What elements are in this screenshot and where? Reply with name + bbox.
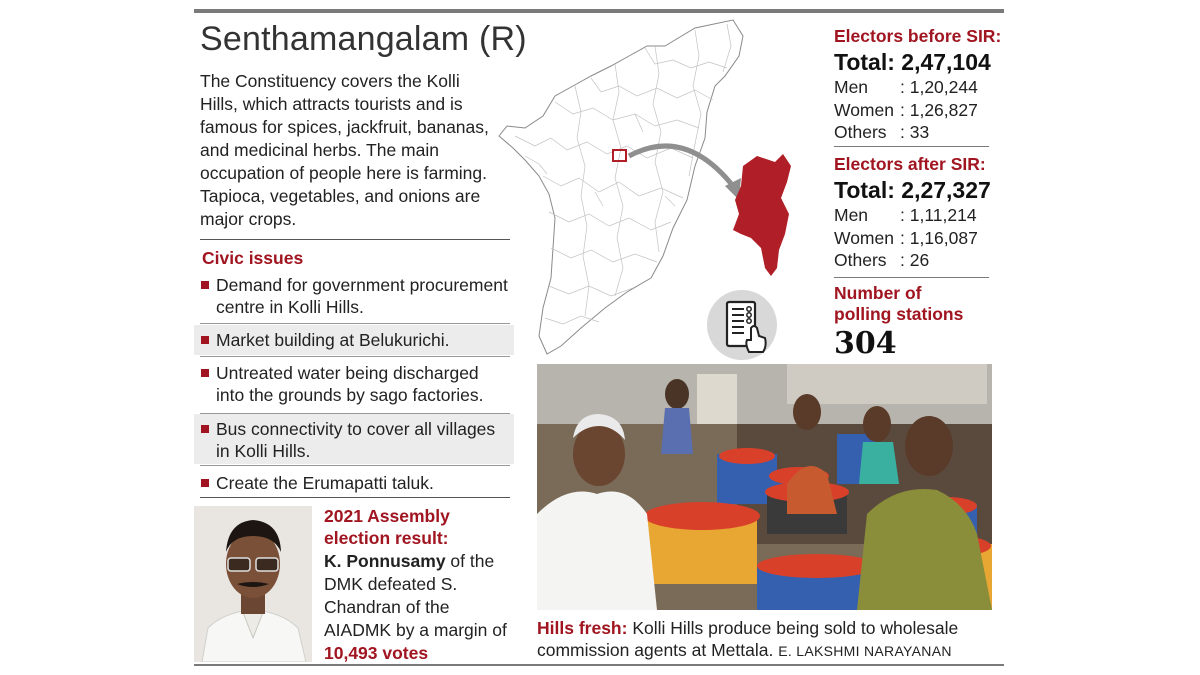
polling-stations-count: 304 xyxy=(834,326,897,361)
civic-issue-item: Untreated water being discharged into th… xyxy=(194,358,514,410)
electors-before-block: Electors before SIR: Total: 2,47,104 Men… xyxy=(834,26,1014,144)
divider xyxy=(834,146,989,147)
divider xyxy=(834,277,989,278)
electors-after-heading: Electors after SIR: xyxy=(834,154,986,174)
page-title: Senthamangalam (R) xyxy=(200,20,527,58)
divider xyxy=(200,413,510,414)
electors-after-women: Women: 1,16,087 xyxy=(834,227,978,248)
candidate-portrait xyxy=(194,506,312,662)
electors-before-heading: Electors before SIR: xyxy=(834,26,1002,46)
divider xyxy=(200,323,510,324)
divider xyxy=(200,497,510,498)
photo-caption: Hills fresh: Kolli Hills produce being s… xyxy=(537,618,959,660)
arrow-icon xyxy=(627,143,735,188)
election-result-text: K. Ponnusamy of the DMK defeated S. Chan… xyxy=(324,551,507,663)
electors-before-total: Total: 2,47,104 xyxy=(834,49,991,75)
civic-issue-item: Market building at Belukurichi. xyxy=(194,325,514,355)
bullet-square-icon xyxy=(201,336,209,344)
electors-before-men: Men: 1,20,244 xyxy=(834,77,978,97)
electors-after-block: Electors after SIR: Total: 2,27,327 Men:… xyxy=(834,154,1014,272)
civic-issues-heading: Civic issues xyxy=(202,248,304,268)
polling-stations-heading: Number of polling stations xyxy=(834,283,964,324)
top-rule xyxy=(194,9,1004,13)
electors-before-others: Others: 33 xyxy=(834,122,930,142)
photo-credit: E. LAKSHMI NARAYANAN xyxy=(778,643,952,659)
bullet-square-icon xyxy=(201,425,209,433)
tamil-nadu-map xyxy=(498,19,791,355)
civic-issue-item: Create the Erumapatti taluk. xyxy=(194,468,514,496)
divider xyxy=(200,465,510,466)
divider xyxy=(200,239,510,240)
bullet-square-icon xyxy=(201,281,209,289)
evm-hand-icon xyxy=(707,290,777,360)
electors-after-total: Total: 2,27,327 xyxy=(834,177,991,203)
electors-after-men: Men: 1,11,214 xyxy=(834,205,977,225)
civic-issue-item: Bus connectivity to cover all villages i… xyxy=(194,414,514,464)
constituency-intro: The Constituency covers the Kolli Hills,… xyxy=(200,71,489,229)
bullet-square-icon xyxy=(201,369,209,377)
election-result-heading: 2021 Assembly election result: xyxy=(324,506,450,548)
electors-after-others: Others: 26 xyxy=(834,250,930,270)
market-photo xyxy=(537,364,992,610)
bottom-rule xyxy=(194,664,1004,666)
bullet-square-icon xyxy=(201,479,209,487)
divider xyxy=(200,356,510,357)
civic-issue-item: Demand for government procurement centre… xyxy=(194,270,514,322)
electors-before-women: Women: 1,26,827 xyxy=(834,99,978,120)
